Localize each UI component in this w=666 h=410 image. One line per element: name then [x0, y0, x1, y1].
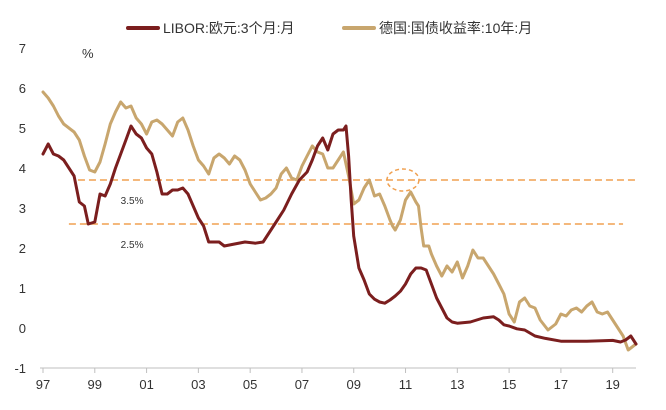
- x-tick-label: 15: [502, 377, 516, 392]
- y-tick-label: -1: [14, 361, 26, 376]
- x-tick-label: 01: [139, 377, 153, 392]
- y-tick-label: 6: [19, 81, 26, 96]
- x-tick-label: 19: [605, 377, 619, 392]
- x-tick-label: 09: [347, 377, 361, 392]
- y-tick-label: 2: [19, 241, 26, 256]
- x-tick-label: 99: [88, 377, 102, 392]
- y-tick-label: 0: [19, 321, 26, 336]
- reference-lines: 3.5% 2.5%: [68, 179, 636, 251]
- x-tick-label: 17: [554, 377, 568, 392]
- reference-line-label: 3.5%: [121, 196, 144, 207]
- y-tick-label: 7: [19, 41, 26, 56]
- unit-label: %: [82, 46, 94, 61]
- y-axis: -1 0 1 2 3 4 5 6 7: [14, 41, 26, 376]
- legend-label-1: LIBOR:欧元:3个月:月: [163, 20, 294, 36]
- y-tick-label: 3: [19, 201, 26, 216]
- y-tick-label: 5: [19, 121, 26, 136]
- legend-label-2: 德国:国债收益率:10年:月: [379, 20, 532, 36]
- series-lines: [41, 90, 638, 352]
- x-tick-label: 03: [191, 377, 205, 392]
- reference-line-label: 2.5%: [121, 240, 144, 251]
- series-line-2: [41, 90, 638, 352]
- annotations: [386, 168, 420, 192]
- x-tick-label: 11: [399, 377, 413, 392]
- x-tick-label: 13: [450, 377, 464, 392]
- x-tick-label: 97: [36, 377, 50, 392]
- x-axis: 97 99 01 03 05 07 09 11 13 15 17 19: [36, 367, 636, 392]
- series-line-1: [41, 124, 638, 346]
- legend: LIBOR:欧元:3个月:月 德国:国债收益率:10年:月: [126, 20, 532, 36]
- highlight-circle: [386, 168, 420, 192]
- y-tick-label: 1: [19, 281, 26, 296]
- x-tick-label: 07: [295, 377, 309, 392]
- y-tick-label: 4: [19, 161, 26, 176]
- x-tick-label: 05: [243, 377, 257, 392]
